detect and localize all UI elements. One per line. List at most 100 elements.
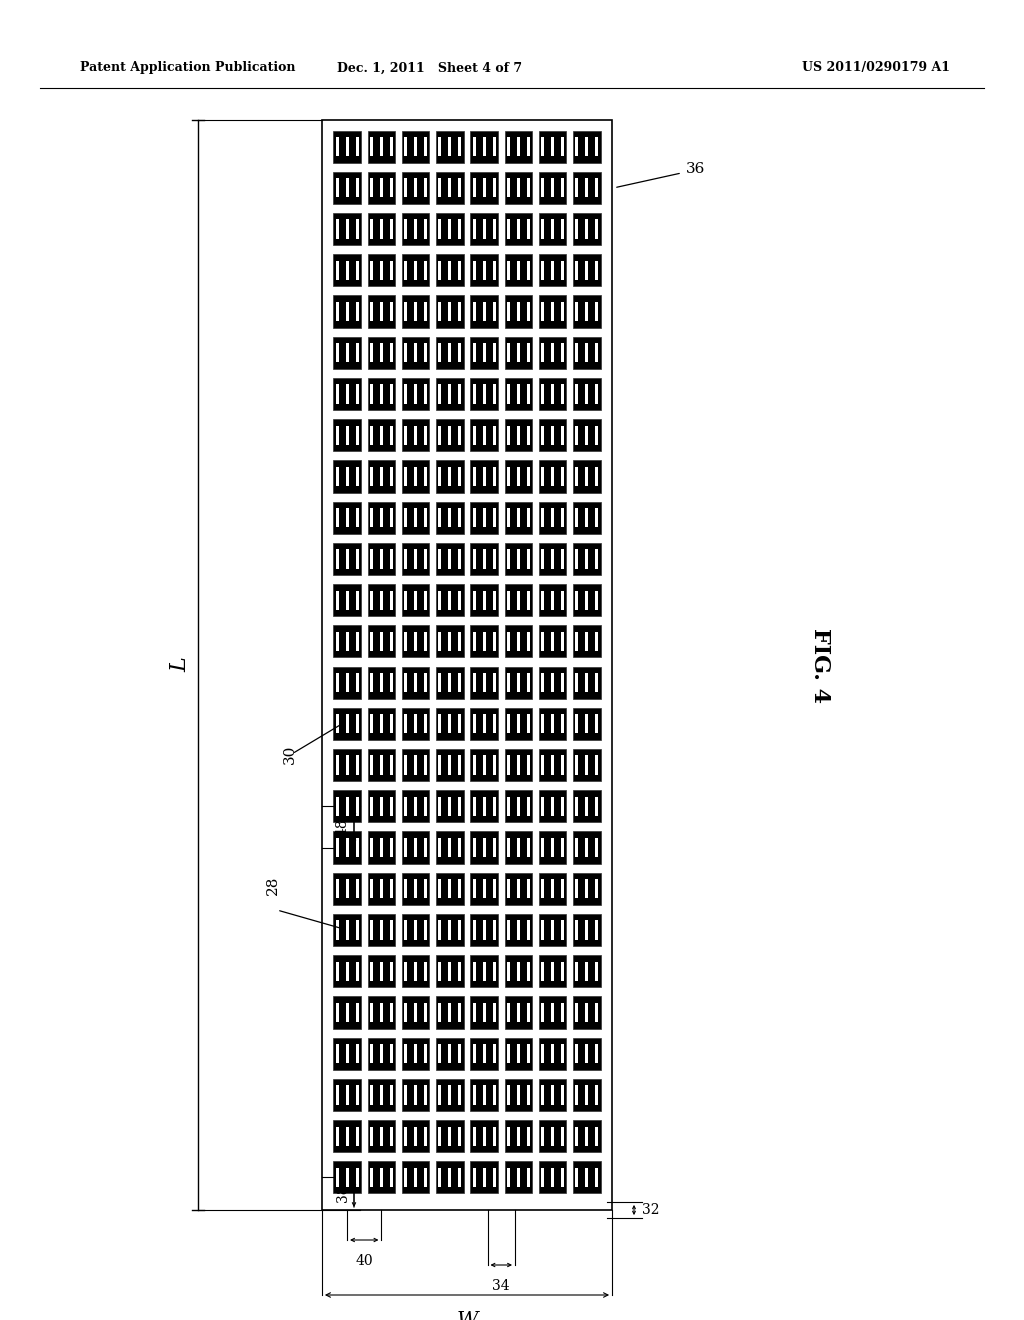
Bar xyxy=(380,137,383,156)
Bar xyxy=(507,1085,510,1105)
Bar xyxy=(482,920,485,940)
Bar xyxy=(402,378,429,411)
Bar xyxy=(414,549,417,569)
Bar xyxy=(336,920,339,940)
Bar xyxy=(551,343,554,363)
Bar xyxy=(402,956,429,987)
Bar xyxy=(575,549,579,569)
Bar xyxy=(449,838,452,857)
Bar xyxy=(493,467,496,486)
Bar xyxy=(575,879,579,899)
Bar xyxy=(459,1003,462,1022)
Bar xyxy=(527,714,529,734)
Bar xyxy=(539,708,566,741)
Bar xyxy=(505,255,532,286)
Bar xyxy=(390,508,393,528)
Bar xyxy=(539,172,566,203)
Bar xyxy=(586,1003,589,1022)
Bar xyxy=(368,832,395,863)
Bar xyxy=(561,714,564,734)
Bar xyxy=(449,1003,452,1022)
Bar xyxy=(424,797,427,816)
Bar xyxy=(507,1044,510,1064)
Bar xyxy=(561,879,564,899)
Bar xyxy=(404,508,408,528)
Bar xyxy=(436,461,464,492)
Bar xyxy=(346,797,348,816)
Bar xyxy=(473,384,475,404)
Bar xyxy=(438,178,441,198)
Bar xyxy=(436,1038,464,1069)
Bar xyxy=(334,172,360,203)
Bar xyxy=(336,1168,339,1187)
Bar xyxy=(459,920,462,940)
Bar xyxy=(402,583,429,616)
Bar xyxy=(507,343,510,363)
Bar xyxy=(414,797,417,816)
Bar xyxy=(575,920,579,940)
Bar xyxy=(517,508,520,528)
Bar xyxy=(527,178,529,198)
Bar xyxy=(436,667,464,698)
Bar xyxy=(380,1003,383,1022)
Bar xyxy=(390,1085,393,1105)
Bar xyxy=(336,590,339,610)
Bar xyxy=(336,137,339,156)
Bar xyxy=(355,1003,358,1022)
Bar xyxy=(527,219,529,239)
Bar xyxy=(505,791,532,822)
Bar xyxy=(438,425,441,445)
Bar xyxy=(368,913,395,946)
Bar xyxy=(507,384,510,404)
Bar xyxy=(507,920,510,940)
Bar xyxy=(436,502,464,533)
Bar xyxy=(334,1038,360,1069)
Bar xyxy=(541,632,544,651)
Bar xyxy=(505,913,532,946)
Bar xyxy=(370,1003,373,1022)
Bar xyxy=(505,502,532,533)
Bar xyxy=(561,343,564,363)
Bar xyxy=(541,1168,544,1187)
Bar xyxy=(402,131,429,162)
Bar xyxy=(424,920,427,940)
Bar xyxy=(438,961,441,981)
Bar xyxy=(493,755,496,775)
Bar xyxy=(424,632,427,651)
Bar xyxy=(368,131,395,162)
Bar xyxy=(414,714,417,734)
Bar xyxy=(586,302,589,321)
Bar xyxy=(370,467,373,486)
Bar xyxy=(336,302,339,321)
Bar xyxy=(539,296,566,327)
Bar xyxy=(573,667,600,698)
Bar xyxy=(482,302,485,321)
Bar xyxy=(493,632,496,651)
Bar xyxy=(575,590,579,610)
Bar xyxy=(402,213,429,246)
Bar xyxy=(539,956,566,987)
Bar xyxy=(575,1044,579,1064)
Bar xyxy=(424,961,427,981)
Bar xyxy=(473,632,475,651)
Bar xyxy=(336,755,339,775)
Bar xyxy=(370,632,373,651)
Bar xyxy=(473,1044,475,1064)
Bar xyxy=(346,1085,348,1105)
Bar xyxy=(573,1162,600,1193)
Bar xyxy=(575,137,579,156)
Bar xyxy=(505,956,532,987)
Bar xyxy=(586,549,589,569)
Bar xyxy=(493,1168,496,1187)
Bar xyxy=(390,1044,393,1064)
Bar xyxy=(505,708,532,741)
Bar xyxy=(551,1044,554,1064)
Bar xyxy=(414,1044,417,1064)
Bar xyxy=(355,838,358,857)
Bar xyxy=(424,425,427,445)
Bar xyxy=(436,131,464,162)
Bar xyxy=(517,260,520,280)
Bar xyxy=(473,961,475,981)
Bar xyxy=(346,343,348,363)
Bar xyxy=(595,549,598,569)
